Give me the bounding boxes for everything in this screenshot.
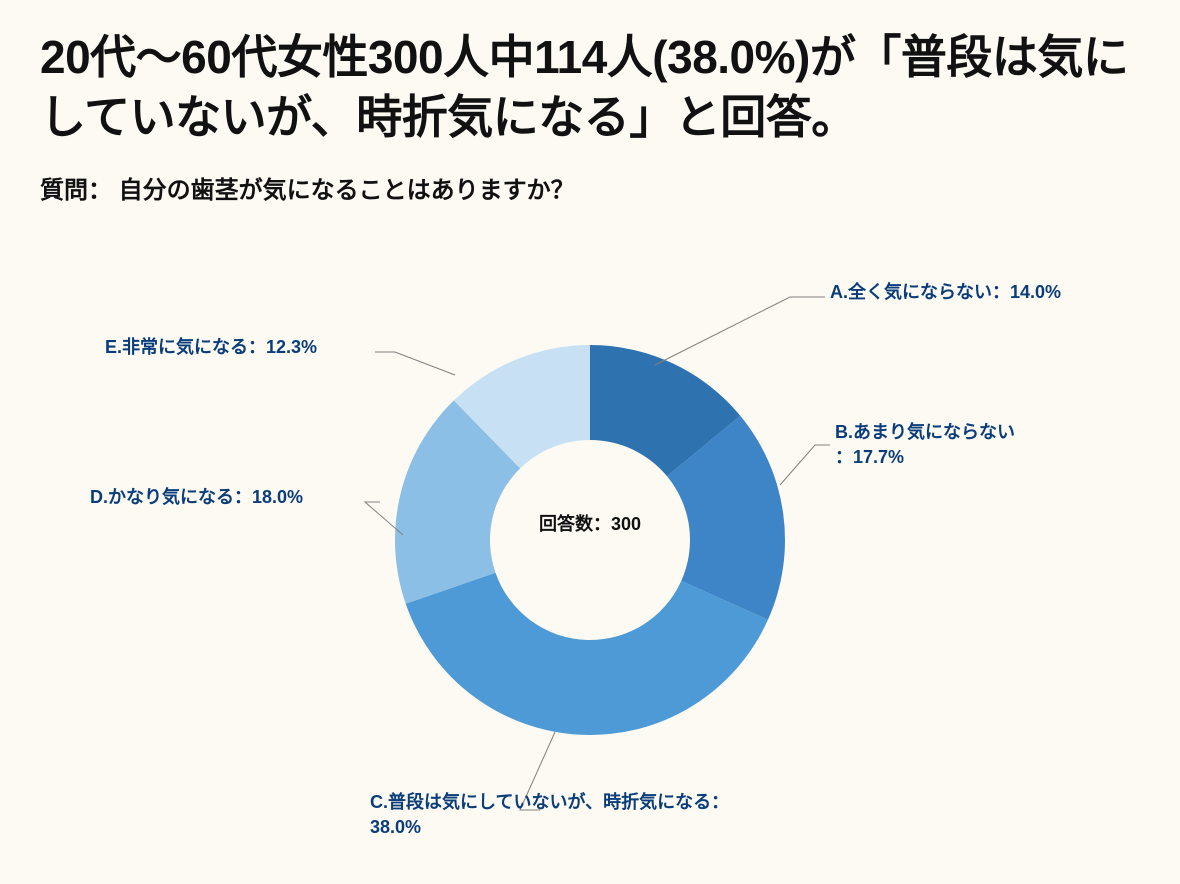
slice-label-B: B.あまり気にならない ：17.7% — [835, 420, 1015, 470]
slice-C — [406, 573, 768, 735]
donut-chart: A.全く気にならない：14.0% B.あまり気にならない ：17.7% C.普段は気… — [0, 280, 1180, 880]
survey-question: 質問： 自分の歯茎が気になることはありますか？ — [0, 148, 1180, 205]
slice-label-C: C.普段は気にしていないが、時折気になる： 38.0% — [370, 790, 729, 840]
slice-label-A: A.全く気にならない：14.0% — [830, 280, 1061, 305]
slice-label-E: E.非常に気になる：12.3% — [105, 335, 317, 360]
leader-A — [655, 297, 825, 365]
slice-label-D: D.かなり気になる：18.0% — [90, 485, 303, 510]
leader-B — [780, 445, 830, 485]
page-title: 20代〜60代女性300人中114人(38.0%)が「普段は気にしていないが、時… — [0, 0, 1180, 148]
center-label: 回答数：300 — [520, 510, 660, 536]
leader-E — [375, 352, 455, 375]
